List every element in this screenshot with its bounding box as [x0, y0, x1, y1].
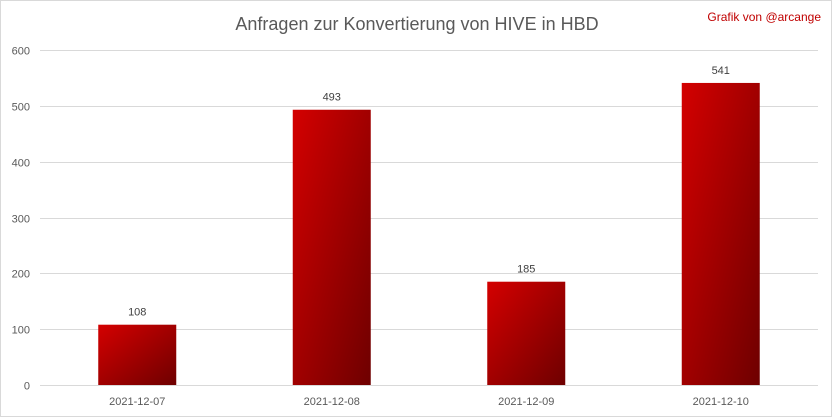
y-tick-label-200: 200	[12, 269, 30, 281]
bar-2021-12-09	[487, 281, 566, 385]
y-tick-label-300: 300	[12, 214, 30, 226]
data-label-2021-12-08: 493	[323, 92, 341, 104]
bar-2021-12-10	[681, 82, 760, 386]
y-tick-label-0: 0	[24, 381, 30, 393]
y-axis: 0 100 200 300 400 500 600	[12, 46, 30, 393]
bar-2021-12-07	[98, 324, 177, 385]
y-tick-label-100: 100	[12, 325, 30, 337]
chart-title: Anfragen zur Konvertierung von HIVE in H…	[235, 14, 599, 34]
x-tick-label-2021-12-09: 2021-12-09	[498, 396, 554, 408]
x-axis: 2021-12-07 2021-12-08 2021-12-09 2021-12-10	[109, 396, 749, 408]
y-tick-label-600: 600	[12, 46, 30, 58]
data-label-2021-12-07: 108	[128, 307, 146, 319]
data-label-2021-12-10: 541	[712, 65, 730, 77]
bar-2021-12-08	[292, 109, 371, 385]
chart-credit: Grafik von @arcange	[707, 10, 821, 24]
data-label-2021-12-09: 185	[517, 264, 535, 276]
x-tick-label-2021-12-10: 2021-12-10	[693, 396, 749, 408]
y-tick-label-400: 400	[12, 158, 30, 170]
bars: 108 493 185 541	[98, 65, 760, 386]
y-tick-label-500: 500	[12, 102, 30, 114]
x-tick-label-2021-12-07: 2021-12-07	[109, 396, 165, 408]
x-tick-label-2021-12-08: 2021-12-08	[304, 396, 360, 408]
